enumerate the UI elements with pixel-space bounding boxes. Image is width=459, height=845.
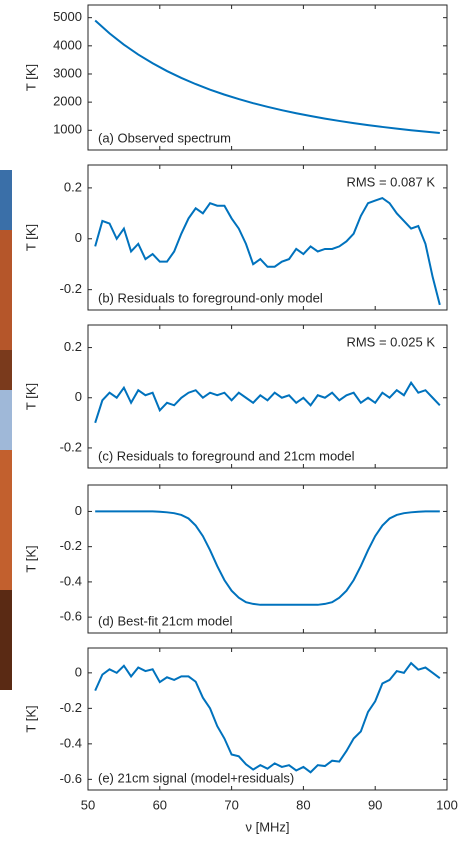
panel-annotation: (c) Residuals to foreground and 21cm mod… (98, 448, 355, 463)
y-tick-label: 0 (75, 664, 82, 679)
y-tick-label: -0.4 (60, 735, 82, 750)
line (94, 196, 441, 306)
axes-box (87, 484, 448, 634)
y-tick-label: 4000 (53, 37, 82, 52)
y-tick-label: -0.6 (60, 771, 82, 786)
y-tick-label: 0 (75, 503, 82, 518)
y-tick-label: 5000 (53, 9, 82, 24)
photo-strip (0, 170, 12, 690)
x-tick-label: 50 (81, 797, 95, 812)
axes-box (87, 164, 448, 311)
y-tick-label: 0 (75, 230, 82, 245)
axes-box (87, 4, 448, 151)
y-tick-label: 1000 (53, 122, 82, 137)
rms-annotation: RMS = 0.025 K (346, 334, 435, 349)
x-tick-label: 90 (368, 797, 382, 812)
y-tick-label: 0 (75, 389, 82, 404)
x-tick-label: 70 (224, 797, 238, 812)
x-axis-label: ν [MHz] (245, 819, 289, 834)
line (94, 661, 441, 774)
x-tick-label: 60 (153, 797, 167, 812)
y-tick-label: 2000 (53, 94, 82, 109)
axes-box (87, 647, 448, 791)
y-tick-label: -0.2 (60, 439, 82, 454)
y-axis-label: T [K] (23, 383, 38, 410)
y-tick-label: 0.2 (64, 339, 82, 354)
y-tick-label: 0.2 (64, 179, 82, 194)
y-axis-label: T [K] (23, 545, 38, 572)
line (95, 510, 440, 606)
panel-annotation: (b) Residuals to foreground-only model (98, 290, 323, 305)
y-tick-label: -0.2 (60, 538, 82, 553)
y-tick-label: -0.2 (60, 281, 82, 296)
axes-box (87, 324, 448, 469)
y-axis-label: T [K] (23, 64, 38, 91)
line (94, 380, 441, 424)
y-tick-label: -0.2 (60, 700, 82, 715)
y-tick-label: -0.6 (60, 609, 82, 624)
y-tick-label: -0.4 (60, 573, 82, 588)
y-tick-label: 3000 (53, 65, 82, 80)
panel-annotation: (a) Observed spectrum (98, 130, 231, 145)
x-tick-label: 80 (296, 797, 310, 812)
rms-annotation: RMS = 0.087 K (346, 174, 435, 189)
y-axis-label: T [K] (23, 224, 38, 251)
x-tick-label: 100 (436, 797, 458, 812)
panel-annotation: (e) 21cm signal (model+residuals) (98, 770, 294, 785)
panel-annotation: (d) Best-fit 21cm model (98, 613, 232, 628)
line (94, 19, 440, 135)
y-axis-label: T [K] (23, 705, 38, 732)
